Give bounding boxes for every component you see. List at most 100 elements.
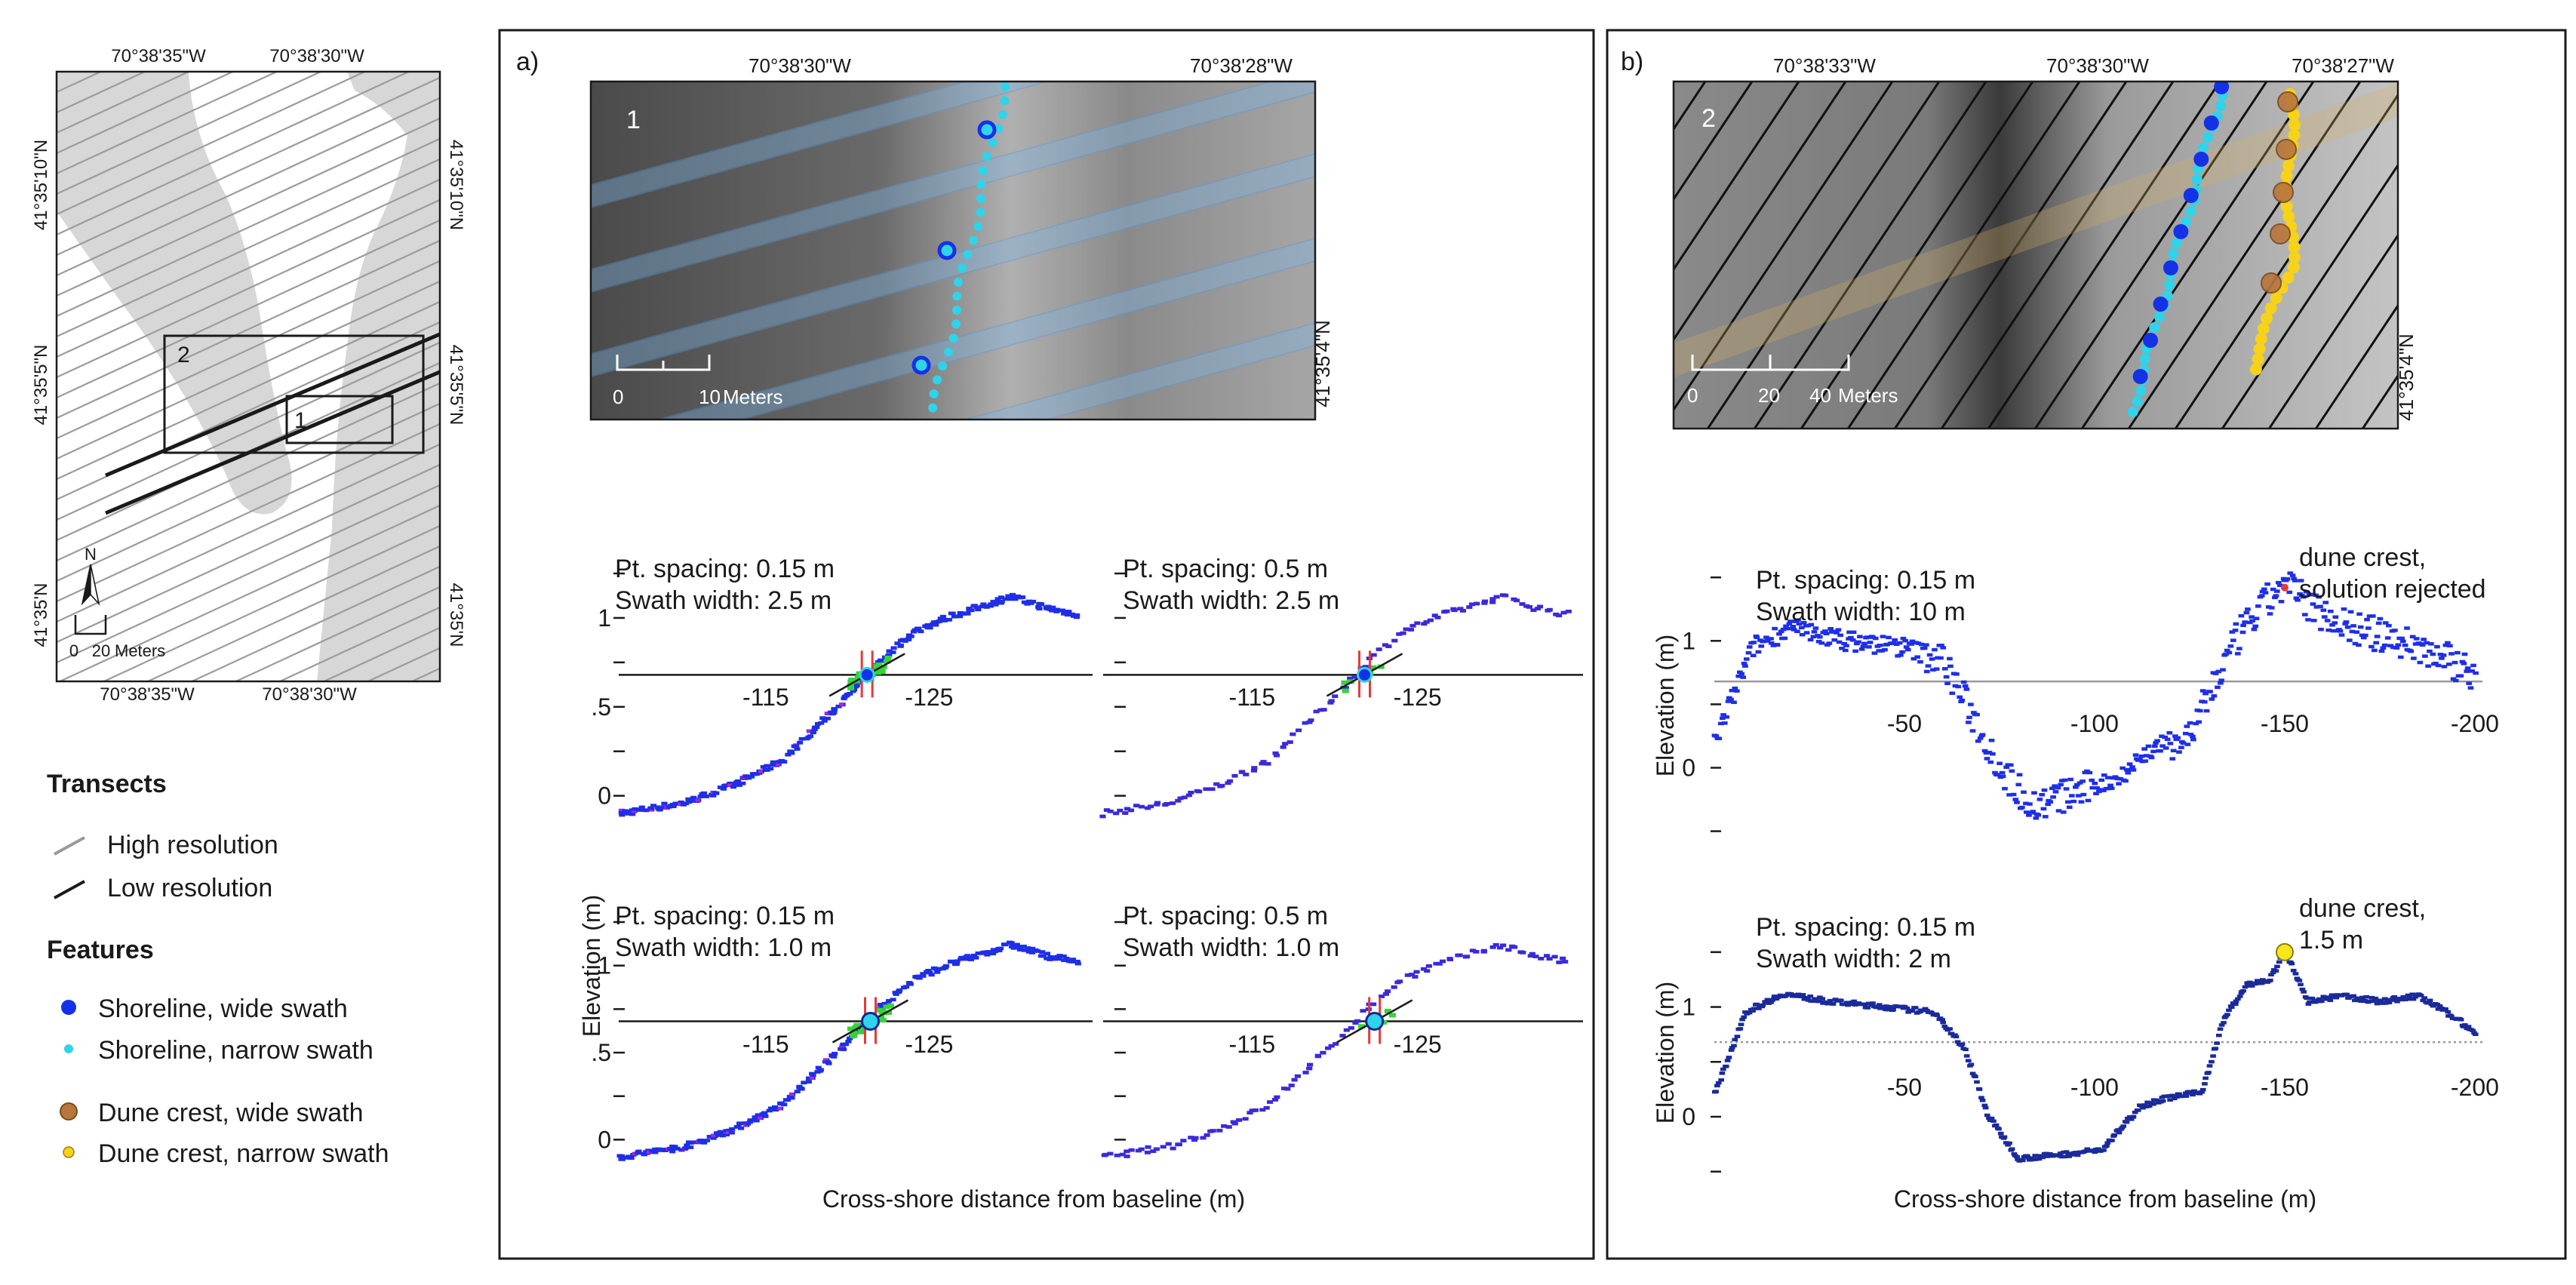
profile-point bbox=[1955, 684, 1962, 689]
profile-point bbox=[975, 951, 982, 955]
profile-point bbox=[2433, 661, 2439, 666]
profile-point bbox=[807, 734, 813, 739]
profile-point bbox=[1738, 1022, 1744, 1026]
transect-line bbox=[2314, 303, 2398, 429]
profile-point bbox=[1546, 607, 1553, 612]
map-a-scale-10: 10 bbox=[699, 386, 721, 408]
profile-point bbox=[2101, 1148, 2107, 1152]
profile-point bbox=[1412, 975, 1419, 979]
profile-point bbox=[1290, 732, 1296, 736]
chart-a1: 1 .5 0 -115 -125 Pt. spacing: 0.15 m Swath wid… bbox=[591, 555, 1093, 817]
profile-point bbox=[1941, 1024, 1948, 1028]
profile-point bbox=[2193, 721, 2199, 726]
profile-point bbox=[1770, 644, 1777, 647]
profile-point bbox=[845, 1039, 852, 1044]
profile-point bbox=[1351, 675, 1358, 679]
legend-shoreline-narrow: Shoreline, narrow swath bbox=[98, 1036, 373, 1065]
dune-crest-wide-point bbox=[2273, 182, 2294, 203]
profile-point bbox=[2399, 998, 2405, 1002]
high-resolution-transect bbox=[45, 0, 453, 57]
chart-b2: 1 0 -50 -100 -150 -200 Pt. spacing: 0.15 m Swat… bbox=[1682, 894, 2499, 1173]
profile-point bbox=[2206, 1071, 2212, 1074]
profile-point bbox=[2215, 1033, 2222, 1038]
profile-point bbox=[1021, 948, 1028, 952]
profile-point-magenta bbox=[789, 1093, 795, 1096]
profile-point bbox=[1735, 674, 1742, 678]
profile-point bbox=[2301, 613, 2308, 616]
profile-point bbox=[2176, 750, 2182, 754]
shoreline-wide-point bbox=[2214, 81, 2230, 94]
profile-point bbox=[1745, 650, 1752, 655]
profile-point-magenta bbox=[619, 809, 624, 813]
profile-point bbox=[1463, 955, 1471, 959]
profile-point bbox=[1760, 1003, 1766, 1007]
profile-point bbox=[1799, 632, 1806, 637]
profile-point bbox=[1975, 739, 1981, 743]
dune-crest-narrow-swath-marker bbox=[63, 1146, 75, 1158]
profile-point bbox=[1720, 1067, 1726, 1071]
profile-point bbox=[1534, 607, 1542, 610]
profile-point bbox=[1819, 997, 1825, 1001]
profile-point bbox=[1456, 953, 1463, 958]
profile-point bbox=[1841, 641, 1847, 646]
profile-point bbox=[1879, 649, 1885, 653]
profile-point bbox=[2023, 810, 2030, 814]
profile-point bbox=[1872, 636, 1879, 641]
profile-point bbox=[1922, 1007, 1929, 1011]
shoreline-narrow-point bbox=[938, 361, 948, 370]
profile-point bbox=[2120, 1124, 2127, 1128]
profile-point bbox=[1932, 647, 1938, 652]
profile-point bbox=[717, 1130, 724, 1134]
legend: Transects High resolution Low resolution… bbox=[47, 770, 389, 1168]
profile-point bbox=[2203, 1076, 2209, 1081]
profile-point bbox=[2369, 644, 2375, 649]
profile-point bbox=[2420, 998, 2427, 1003]
profile-point bbox=[1731, 1044, 1737, 1048]
profile-point bbox=[2313, 593, 2319, 598]
profile-point bbox=[894, 641, 901, 645]
profile-point bbox=[1763, 1000, 1769, 1004]
profile-point bbox=[691, 799, 698, 803]
profile-point bbox=[1543, 954, 1551, 958]
profile-point bbox=[1848, 635, 1854, 640]
profile-point bbox=[2232, 1002, 2239, 1007]
profile-point bbox=[2047, 800, 2054, 804]
dune-crest-callout: dune crest, bbox=[2299, 543, 2426, 572]
profile-point bbox=[2421, 996, 2428, 1000]
profile-point bbox=[1866, 645, 1872, 649]
profile-point bbox=[2175, 736, 2181, 740]
profile-point bbox=[1114, 1153, 1120, 1157]
profile-point bbox=[2461, 1023, 2468, 1027]
profile-point bbox=[2264, 582, 2270, 586]
profile-point bbox=[2357, 625, 2364, 629]
profile-point bbox=[1732, 686, 1738, 690]
profile-point bbox=[1124, 1154, 1130, 1158]
shoreline-wide-point bbox=[2153, 297, 2169, 312]
profile-point bbox=[1871, 651, 1878, 655]
profile-point bbox=[668, 1146, 675, 1151]
profile-point bbox=[674, 1146, 681, 1151]
profile-point bbox=[1771, 994, 1778, 998]
profile-point bbox=[936, 619, 942, 623]
high-resolution-transect bbox=[57, 280, 440, 460]
x-tick-label: -125 bbox=[905, 684, 953, 711]
profile-point bbox=[1188, 1136, 1194, 1139]
profile-point bbox=[1210, 1129, 1216, 1133]
shoreline-narrow-point bbox=[2215, 100, 2227, 111]
legend-high-resolution: High resolution bbox=[107, 831, 278, 859]
profile-point bbox=[2446, 662, 2452, 666]
profile-point bbox=[746, 1120, 754, 1124]
profile-point bbox=[2352, 641, 2359, 646]
profile-point bbox=[1812, 626, 1819, 630]
profile-point bbox=[1974, 1080, 1980, 1084]
profile-point bbox=[957, 614, 964, 619]
transect-line bbox=[1674, 81, 1800, 272]
map-a-number: 1 bbox=[626, 106, 641, 134]
profile-point bbox=[1124, 1149, 1130, 1154]
profile-point bbox=[879, 659, 886, 662]
high-resolution-transect bbox=[57, 97, 440, 277]
profile-point bbox=[910, 629, 918, 634]
profile-point bbox=[1294, 1074, 1301, 1078]
profile-point bbox=[2377, 616, 2384, 621]
shoreline-narrow-point bbox=[2127, 407, 2138, 417]
